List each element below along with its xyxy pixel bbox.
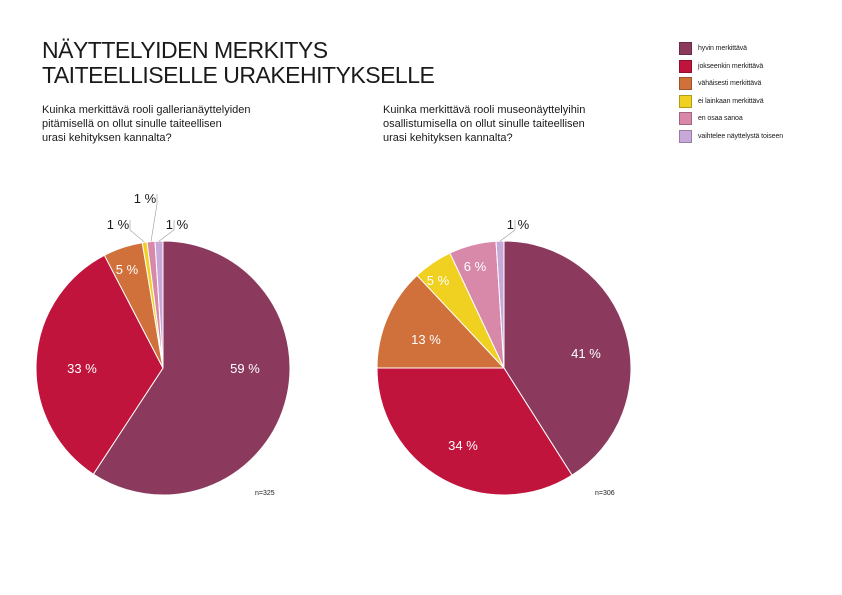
legend-swatch <box>679 129 692 143</box>
legend-label: vähäisesti merkittävä <box>698 80 762 88</box>
data-label: 41 % <box>571 346 601 361</box>
data-label: 1 % <box>166 217 189 232</box>
data-label: 59 % <box>230 361 260 376</box>
legend-swatch <box>679 77 692 91</box>
legend-item: vaihtelee näyttelystä toiseen <box>679 128 783 146</box>
legend-label: vaihtelee näyttelystä toiseen <box>698 132 784 140</box>
legend-swatch <box>679 42 692 56</box>
page-title-line-2: TAITEELLISELLE URAKEHITYKSELLE <box>42 62 435 88</box>
legend-swatch <box>679 59 692 73</box>
leader-line <box>129 220 145 243</box>
legend-item: vähäisesti merkittävä <box>679 75 783 93</box>
data-label: 1 % <box>134 191 157 206</box>
data-label: 1 % <box>507 217 530 232</box>
chart-2-question: Kuinka merkittävä rooli museonäyttelyihi… <box>383 103 633 145</box>
legend-label: jokseenkin merkittävä <box>698 62 764 70</box>
chart-1-question-line: Kuinka merkittävä rooli gallerianäyttely… <box>42 104 251 116</box>
page-title: NÄYTTELYIDEN MERKITYS TAITEELLISELLE URA… <box>42 37 435 88</box>
legend-label: ei lainkaan merkittävä <box>698 97 764 105</box>
leader-line <box>150 194 158 242</box>
pie-slice <box>35 254 164 475</box>
legend-item: en osaa sanoa <box>679 110 783 128</box>
legend-item: hyvin merkittävä <box>679 40 783 58</box>
leader-line <box>499 220 516 242</box>
chart-2-question-line: osallistumisella on ollut sinulle taitee… <box>383 118 585 130</box>
legend: hyvin merkittävä jokseenkin merkittävä v… <box>679 40 783 145</box>
chart-1-question-line: pitämisellä on ollut sinulle taiteellise… <box>42 118 222 130</box>
sample-size-label: n=325 <box>255 490 275 497</box>
data-label: 33 % <box>67 361 97 376</box>
legend-item: jokseenkin merkittävä <box>679 58 783 76</box>
data-label: 1 % <box>107 217 130 232</box>
page-title-line-1: NÄYTTELYIDEN MERKITYS <box>42 37 328 63</box>
pie-slice <box>503 240 632 476</box>
legend-swatch <box>679 112 692 126</box>
legend-swatch <box>679 94 692 108</box>
data-label: 6 % <box>464 259 487 274</box>
legend-label: hyvin merkittävä <box>698 45 747 53</box>
legend-item: ei lainkaan merkittävä <box>679 93 783 111</box>
legend-label: en osaa sanoa <box>698 115 743 123</box>
chart-1-question: Kuinka merkittävä rooli gallerianäyttely… <box>42 103 292 145</box>
leader-line <box>158 220 175 242</box>
data-label: 5 % <box>116 262 139 277</box>
chart-2-question-line: urasi kehityksen kannalta? <box>383 132 513 144</box>
sample-size-label: n=306 <box>595 490 615 497</box>
data-label: 5 % <box>427 273 450 288</box>
pie-slice <box>376 367 573 496</box>
data-label: 13 % <box>411 332 441 347</box>
data-label: 34 % <box>448 438 478 453</box>
pie-slice <box>376 274 506 369</box>
pie-slice <box>92 240 291 496</box>
chart-2-question-line: Kuinka merkittävä rooli museonäyttelyihi… <box>383 104 586 116</box>
chart-1-question-line: urasi kehityksen kannalta? <box>42 132 172 144</box>
